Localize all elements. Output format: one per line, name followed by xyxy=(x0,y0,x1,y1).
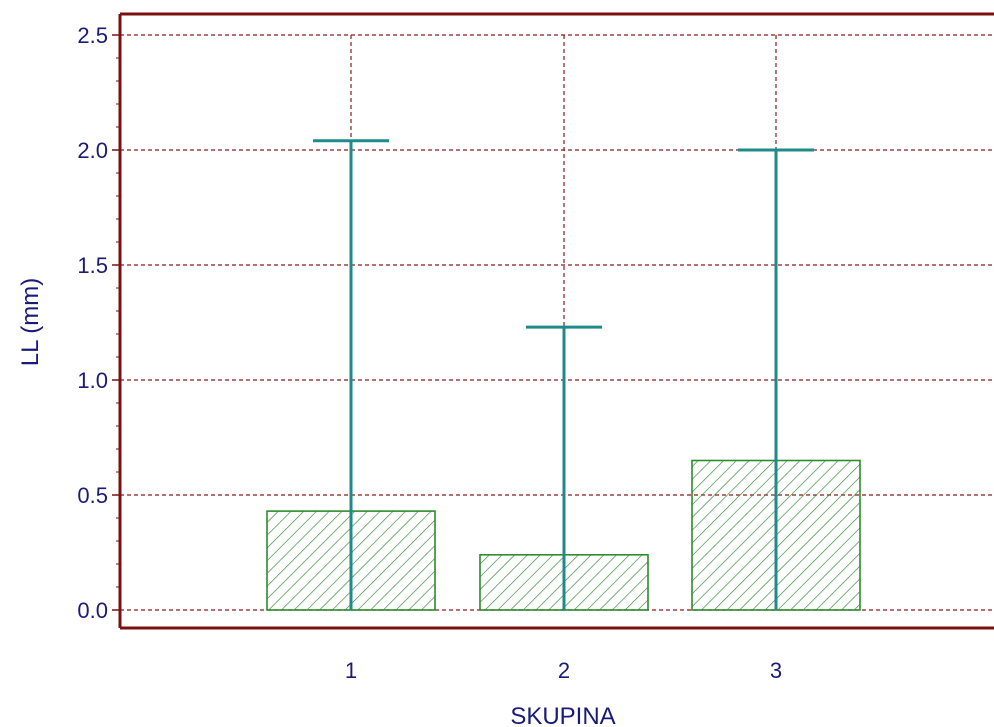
y-tick-label: 1.0 xyxy=(77,368,108,393)
x-tick-labels: 1 2 3 xyxy=(345,658,782,683)
x-tick-label: 3 xyxy=(770,658,782,683)
y-axis-title: LL (mm) xyxy=(17,278,44,366)
y-tick-label: 0.5 xyxy=(77,483,108,508)
plot-frame xyxy=(118,12,994,630)
grid-lines xyxy=(120,34,994,611)
x-tick-label: 2 xyxy=(558,658,570,683)
y-tick-label: 2.5 xyxy=(77,23,108,48)
y-tick-labels: 0.0 0.5 1.0 1.5 2.0 2.5 xyxy=(77,23,120,623)
error-bars xyxy=(313,139,814,610)
x-tick-label: 1 xyxy=(345,658,357,683)
y-tick-label: 2.0 xyxy=(77,138,108,163)
y-tick-label: 0.0 xyxy=(77,598,108,623)
y-tick-label: 1.5 xyxy=(77,253,108,278)
x-axis-title: SKUPINA xyxy=(510,703,615,727)
